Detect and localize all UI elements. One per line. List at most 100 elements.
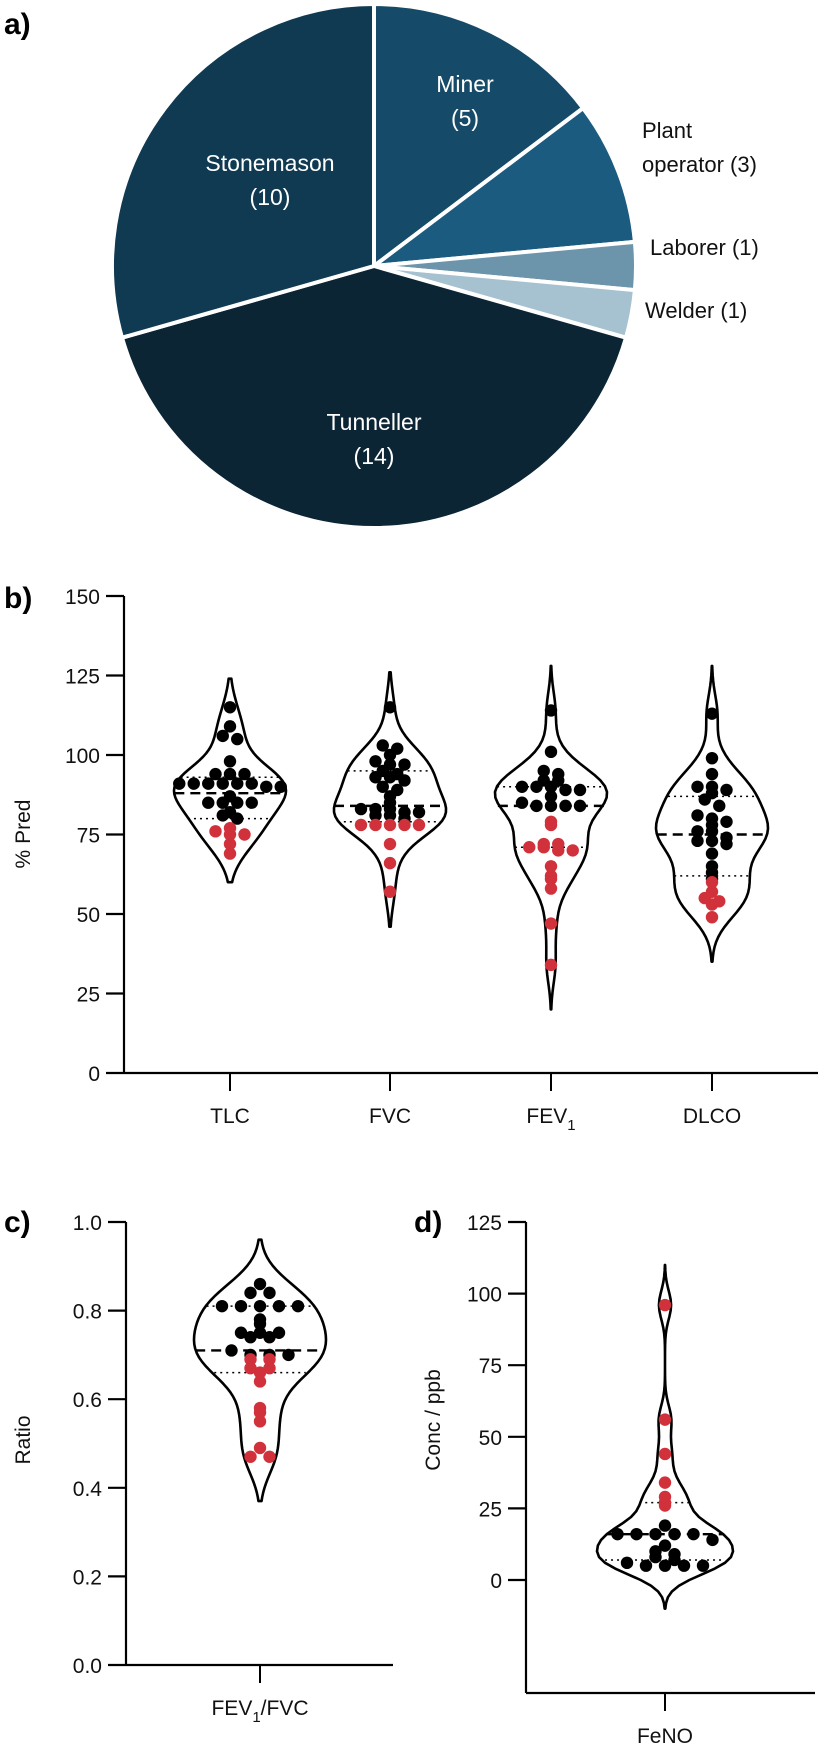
normal-data-point xyxy=(376,739,389,752)
pie-slice-tunneller xyxy=(120,264,628,530)
y-tick-label: 0 xyxy=(490,1570,502,1593)
normal-data-point xyxy=(530,799,543,813)
y-axis-title-c: Ratio xyxy=(12,1415,35,1464)
y-tick-label: 125 xyxy=(467,1212,502,1235)
normal-data-point xyxy=(376,780,389,793)
abnormal-data-point xyxy=(253,1375,267,1388)
pie-label-stonemason: Stonemason (10) xyxy=(205,150,334,210)
abnormal-data-point xyxy=(209,825,222,838)
normal-data-point xyxy=(705,834,719,848)
normal-data-point xyxy=(649,1527,662,1541)
normal-data-point xyxy=(253,1299,267,1313)
abnormal-data-point xyxy=(223,837,237,851)
y-tick-label: 25 xyxy=(77,984,100,1007)
abnormal-data-point xyxy=(398,818,411,832)
abnormal-data-point xyxy=(544,860,558,873)
normal-data-point xyxy=(696,1559,710,1572)
panel-label-a: a) xyxy=(4,8,31,41)
pie-chart-panel: a) Miner (5) Plant operator (3) Laborer (1) W… xyxy=(4,2,759,530)
panel-label-b: b) xyxy=(4,582,32,615)
pie-label-welder: Welder (1) xyxy=(645,298,747,323)
y-tick-label: 50 xyxy=(77,904,100,927)
pie-label-miner: Miner (5) xyxy=(436,71,494,131)
normal-data-point xyxy=(412,806,426,819)
normal-data-point xyxy=(705,707,719,720)
abnormal-data-point xyxy=(253,1415,267,1428)
axes-b: 0 25 50 75 100 125 150 TLC FVC FEV1 DLCO xyxy=(65,586,818,1134)
x-tick-label-feno: FeNO xyxy=(637,1725,693,1748)
abnormal-data-point xyxy=(713,895,726,908)
y-axis-title-d: Conc / ppb xyxy=(422,1369,445,1471)
violin-feno xyxy=(595,1263,735,1610)
y-tick-label: 150 xyxy=(65,586,100,609)
normal-data-point xyxy=(691,834,704,848)
panel-label-c: c) xyxy=(4,1206,31,1239)
normal-data-point xyxy=(537,764,550,778)
plot-area-d xyxy=(595,1263,735,1610)
normal-data-point xyxy=(354,802,368,816)
normal-data-point xyxy=(383,701,397,714)
normal-data-point xyxy=(573,783,587,797)
x-tick-label-dlco: DLCO xyxy=(683,1105,741,1128)
normal-data-point xyxy=(705,767,719,781)
normal-data-point xyxy=(668,1527,681,1541)
abnormal-data-point xyxy=(537,837,550,851)
normal-data-point xyxy=(391,767,404,781)
normal-data-point xyxy=(253,1326,267,1339)
y-tick-label: 0.8 xyxy=(73,1301,102,1324)
y-tick-label: 1.0 xyxy=(73,1212,102,1235)
y-tick-label: 75 xyxy=(479,1355,502,1378)
pie-label-line1: Miner xyxy=(436,71,494,97)
abnormal-data-point xyxy=(253,1401,267,1415)
abnormal-data-point xyxy=(253,1366,267,1379)
category-name: FEV xyxy=(211,1697,252,1720)
normal-data-point xyxy=(238,767,251,781)
normal-data-point xyxy=(398,806,411,819)
normal-data-point xyxy=(515,780,529,793)
normal-data-point xyxy=(537,774,550,787)
plot-area-b xyxy=(172,664,770,1011)
normal-data-point xyxy=(245,777,258,790)
abnormal-data-point xyxy=(552,837,565,851)
normal-data-point xyxy=(216,729,229,743)
category-subscript: 1 xyxy=(252,1709,260,1726)
normal-data-point xyxy=(559,783,572,797)
pie-label-line2: (5) xyxy=(451,105,479,131)
normal-data-point xyxy=(611,1527,624,1541)
normal-data-point xyxy=(245,796,258,809)
normal-data-point xyxy=(215,1299,229,1313)
pie-label-laborer: Laborer (1) xyxy=(650,235,759,260)
abnormal-data-point xyxy=(238,828,251,841)
abnormal-data-point xyxy=(383,818,397,832)
normal-data-point xyxy=(202,796,215,809)
abnormal-data-point xyxy=(369,818,382,832)
abnormal-data-point xyxy=(658,1298,672,1312)
y-tick-label: 75 xyxy=(77,825,100,848)
normal-data-point xyxy=(223,701,237,714)
normal-data-point xyxy=(223,767,237,781)
normal-data-point xyxy=(720,783,733,797)
abnormal-data-point xyxy=(566,844,579,857)
y-tick-label: 0.6 xyxy=(73,1389,102,1412)
normal-data-point xyxy=(369,755,382,768)
normal-data-point xyxy=(691,825,704,838)
pie-label-plant-operator: Plant operator (3) xyxy=(642,118,757,177)
normal-data-point xyxy=(713,799,726,813)
category-name: FEV xyxy=(526,1105,567,1128)
y-tick-label: 0.0 xyxy=(73,1655,102,1678)
y-tick-label: 25 xyxy=(479,1498,502,1521)
y-tick-label: 125 xyxy=(65,666,100,689)
abnormal-data-point xyxy=(223,821,237,835)
normal-data-point xyxy=(282,1348,295,1362)
abnormal-data-point xyxy=(383,837,397,851)
x-tick-label-tlc: TLC xyxy=(210,1105,250,1128)
normal-data-point xyxy=(620,1556,634,1570)
normal-data-point xyxy=(720,831,733,844)
abnormal-data-point xyxy=(253,1441,267,1455)
category-suffix: /FVC xyxy=(261,1697,309,1720)
abnormal-data-point xyxy=(263,1353,276,1366)
normal-data-point xyxy=(705,847,719,860)
abnormal-data-point xyxy=(383,856,397,870)
normal-data-point xyxy=(649,1545,662,1558)
normal-data-point xyxy=(398,758,411,771)
